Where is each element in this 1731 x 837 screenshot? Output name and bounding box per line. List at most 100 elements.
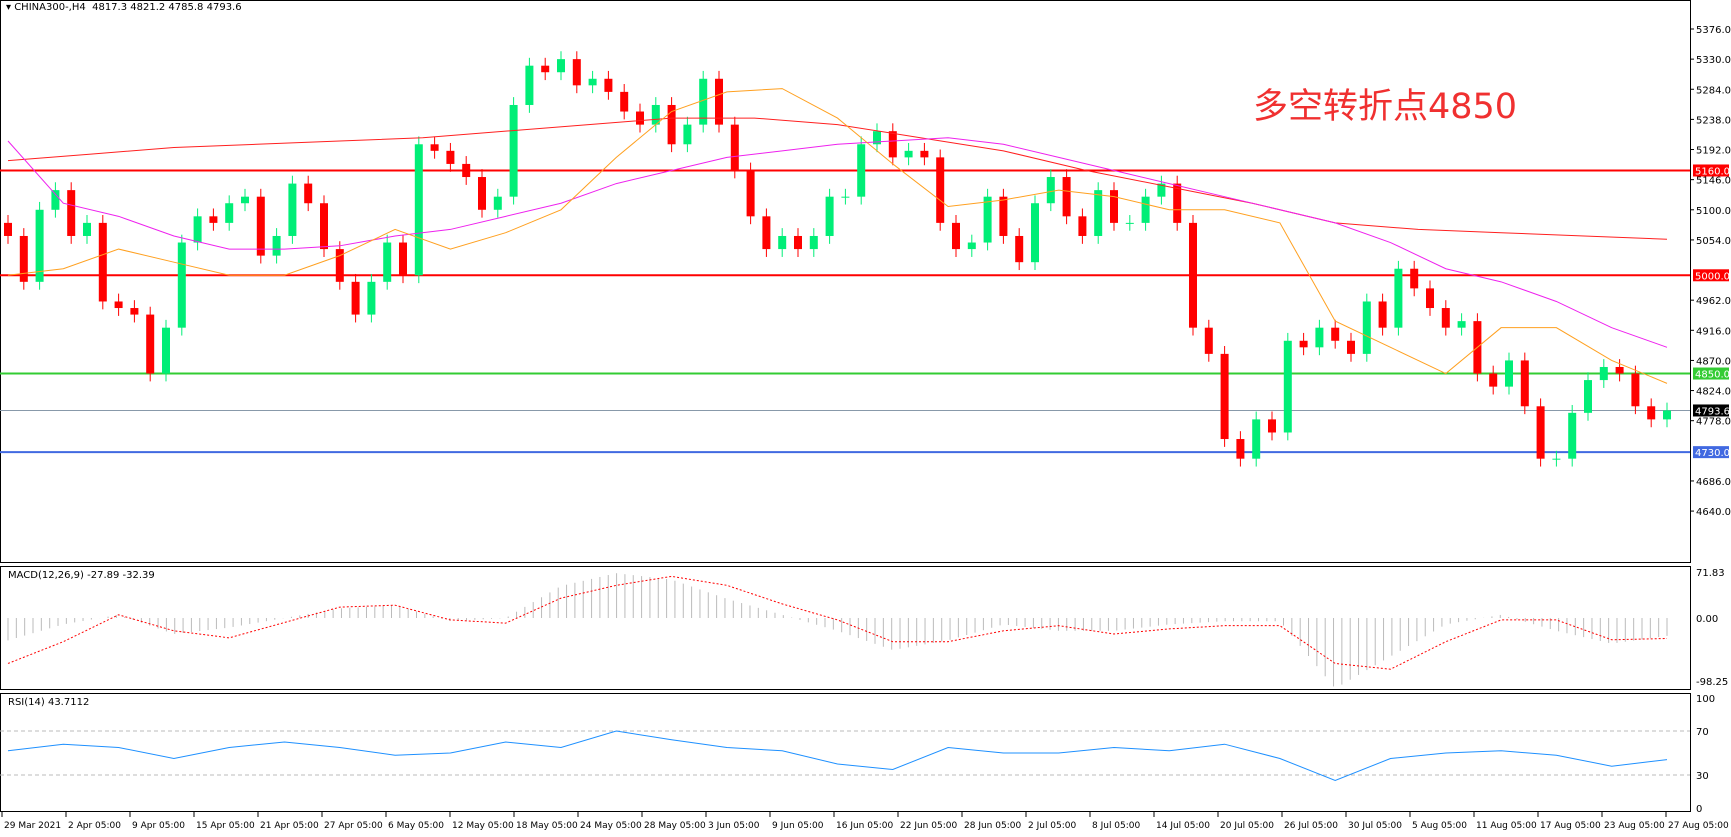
candle bbox=[509, 104, 518, 197]
date-label: 27 Aug 05:00 bbox=[1668, 821, 1729, 831]
candle bbox=[1394, 268, 1403, 328]
candle bbox=[130, 308, 139, 315]
date-label: 3 Jun 05:00 bbox=[708, 821, 760, 831]
date-label: 16 Jun 05:00 bbox=[836, 821, 893, 831]
candle bbox=[19, 235, 28, 282]
candle bbox=[920, 150, 929, 158]
date-label: 14 Jul 05:00 bbox=[1156, 821, 1210, 831]
candle bbox=[667, 104, 676, 145]
candle bbox=[1031, 203, 1039, 263]
price-tick-label: 5054.0 bbox=[1696, 236, 1731, 247]
candle bbox=[367, 281, 376, 315]
candle bbox=[51, 190, 60, 210]
candle bbox=[841, 196, 850, 198]
date-label: 24 May 05:00 bbox=[580, 821, 642, 831]
candle bbox=[493, 196, 502, 210]
candle bbox=[1015, 235, 1024, 263]
level-badge bbox=[1693, 164, 1729, 177]
price-tick-label: 4870.0 bbox=[1696, 356, 1731, 367]
candle bbox=[256, 196, 265, 256]
candle bbox=[351, 281, 360, 315]
rsi-tick-label: 0 bbox=[1696, 804, 1702, 815]
price-tick-label: 4962.0 bbox=[1696, 296, 1731, 307]
date-label: 8 Jul 05:00 bbox=[1092, 821, 1141, 831]
candle bbox=[1489, 373, 1498, 387]
price-tick-label: 4778.0 bbox=[1696, 417, 1731, 428]
candle bbox=[1331, 327, 1340, 341]
candle bbox=[983, 196, 992, 243]
candle bbox=[1046, 177, 1055, 204]
candle bbox=[1505, 360, 1513, 387]
candle bbox=[1647, 406, 1656, 420]
candle bbox=[888, 131, 897, 158]
candle bbox=[936, 157, 945, 223]
candle bbox=[1236, 439, 1245, 459]
level-label: 4793.6 bbox=[1695, 406, 1730, 417]
candle bbox=[193, 216, 202, 243]
candle bbox=[651, 104, 660, 125]
candle bbox=[1157, 183, 1166, 197]
candle bbox=[288, 183, 297, 236]
rsi-tick-label: 70 bbox=[1696, 727, 1709, 738]
date-label: 22 Jun 05:00 bbox=[900, 821, 957, 831]
candle bbox=[746, 170, 755, 217]
price-tick-label: 4686.0 bbox=[1696, 477, 1731, 488]
candle bbox=[904, 150, 913, 158]
candle bbox=[604, 78, 613, 92]
candle bbox=[730, 124, 739, 171]
symbol-header: ▾ CHINA300-,H4 4817.3 4821.2 4785.8 4793… bbox=[6, 2, 242, 13]
candle bbox=[83, 222, 91, 236]
date-label: 23 Aug 05:00 bbox=[1604, 821, 1665, 831]
candle bbox=[1110, 190, 1118, 223]
candle bbox=[35, 209, 44, 282]
candle bbox=[67, 190, 76, 236]
level-badge bbox=[1693, 446, 1729, 459]
candle bbox=[557, 59, 565, 73]
level-label: 4850.0 bbox=[1695, 370, 1730, 381]
macd-tick-label: 0.00 bbox=[1696, 614, 1718, 625]
candle bbox=[462, 163, 471, 178]
candle bbox=[1599, 366, 1608, 381]
candle bbox=[1426, 288, 1434, 309]
candle bbox=[778, 235, 787, 250]
candle bbox=[999, 196, 1008, 236]
rsi-label: RSI(14) 43.7112 bbox=[8, 697, 90, 708]
candle bbox=[952, 222, 960, 250]
candle bbox=[1378, 301, 1387, 328]
price-tick-label: 5376.0 bbox=[1696, 25, 1731, 36]
candle bbox=[98, 222, 107, 302]
candle bbox=[1347, 340, 1355, 354]
price-tick-label: 5192.0 bbox=[1696, 146, 1731, 157]
candle bbox=[304, 183, 313, 204]
price-tick-label: 5330.0 bbox=[1696, 55, 1731, 66]
candle bbox=[1315, 327, 1324, 348]
rsi-tick-label: 100 bbox=[1696, 694, 1715, 705]
candle bbox=[1441, 308, 1450, 328]
level-label: 5000.0 bbox=[1695, 271, 1730, 282]
candle bbox=[320, 203, 328, 250]
candle bbox=[146, 314, 155, 374]
candle bbox=[809, 235, 818, 250]
candle bbox=[699, 78, 708, 125]
price-tick-label: 5238.0 bbox=[1696, 115, 1731, 126]
candle bbox=[825, 196, 834, 236]
candle bbox=[1568, 412, 1577, 459]
candle bbox=[114, 301, 123, 309]
date-label: 12 May 05:00 bbox=[452, 821, 514, 831]
rsi-panel bbox=[0, 693, 1691, 812]
date-label: 27 Apr 05:00 bbox=[324, 821, 383, 831]
candle bbox=[967, 242, 976, 250]
candle bbox=[399, 242, 407, 276]
level-badge bbox=[1693, 367, 1729, 380]
macd-label: MACD(12,26,9) -27.89 -32.39 bbox=[8, 570, 155, 581]
date-label: 28 Jun 05:00 bbox=[964, 821, 1021, 831]
candle bbox=[1457, 321, 1466, 328]
price-tick-label: 4640.0 bbox=[1696, 507, 1731, 518]
rsi-line bbox=[7, 730, 1668, 782]
candle bbox=[4, 222, 12, 236]
candle bbox=[1362, 301, 1371, 354]
price-tick-label: 5284.0 bbox=[1696, 85, 1731, 96]
macd-tick-label: -98.25 bbox=[1696, 677, 1728, 688]
level-label: 4730.0 bbox=[1695, 448, 1730, 459]
